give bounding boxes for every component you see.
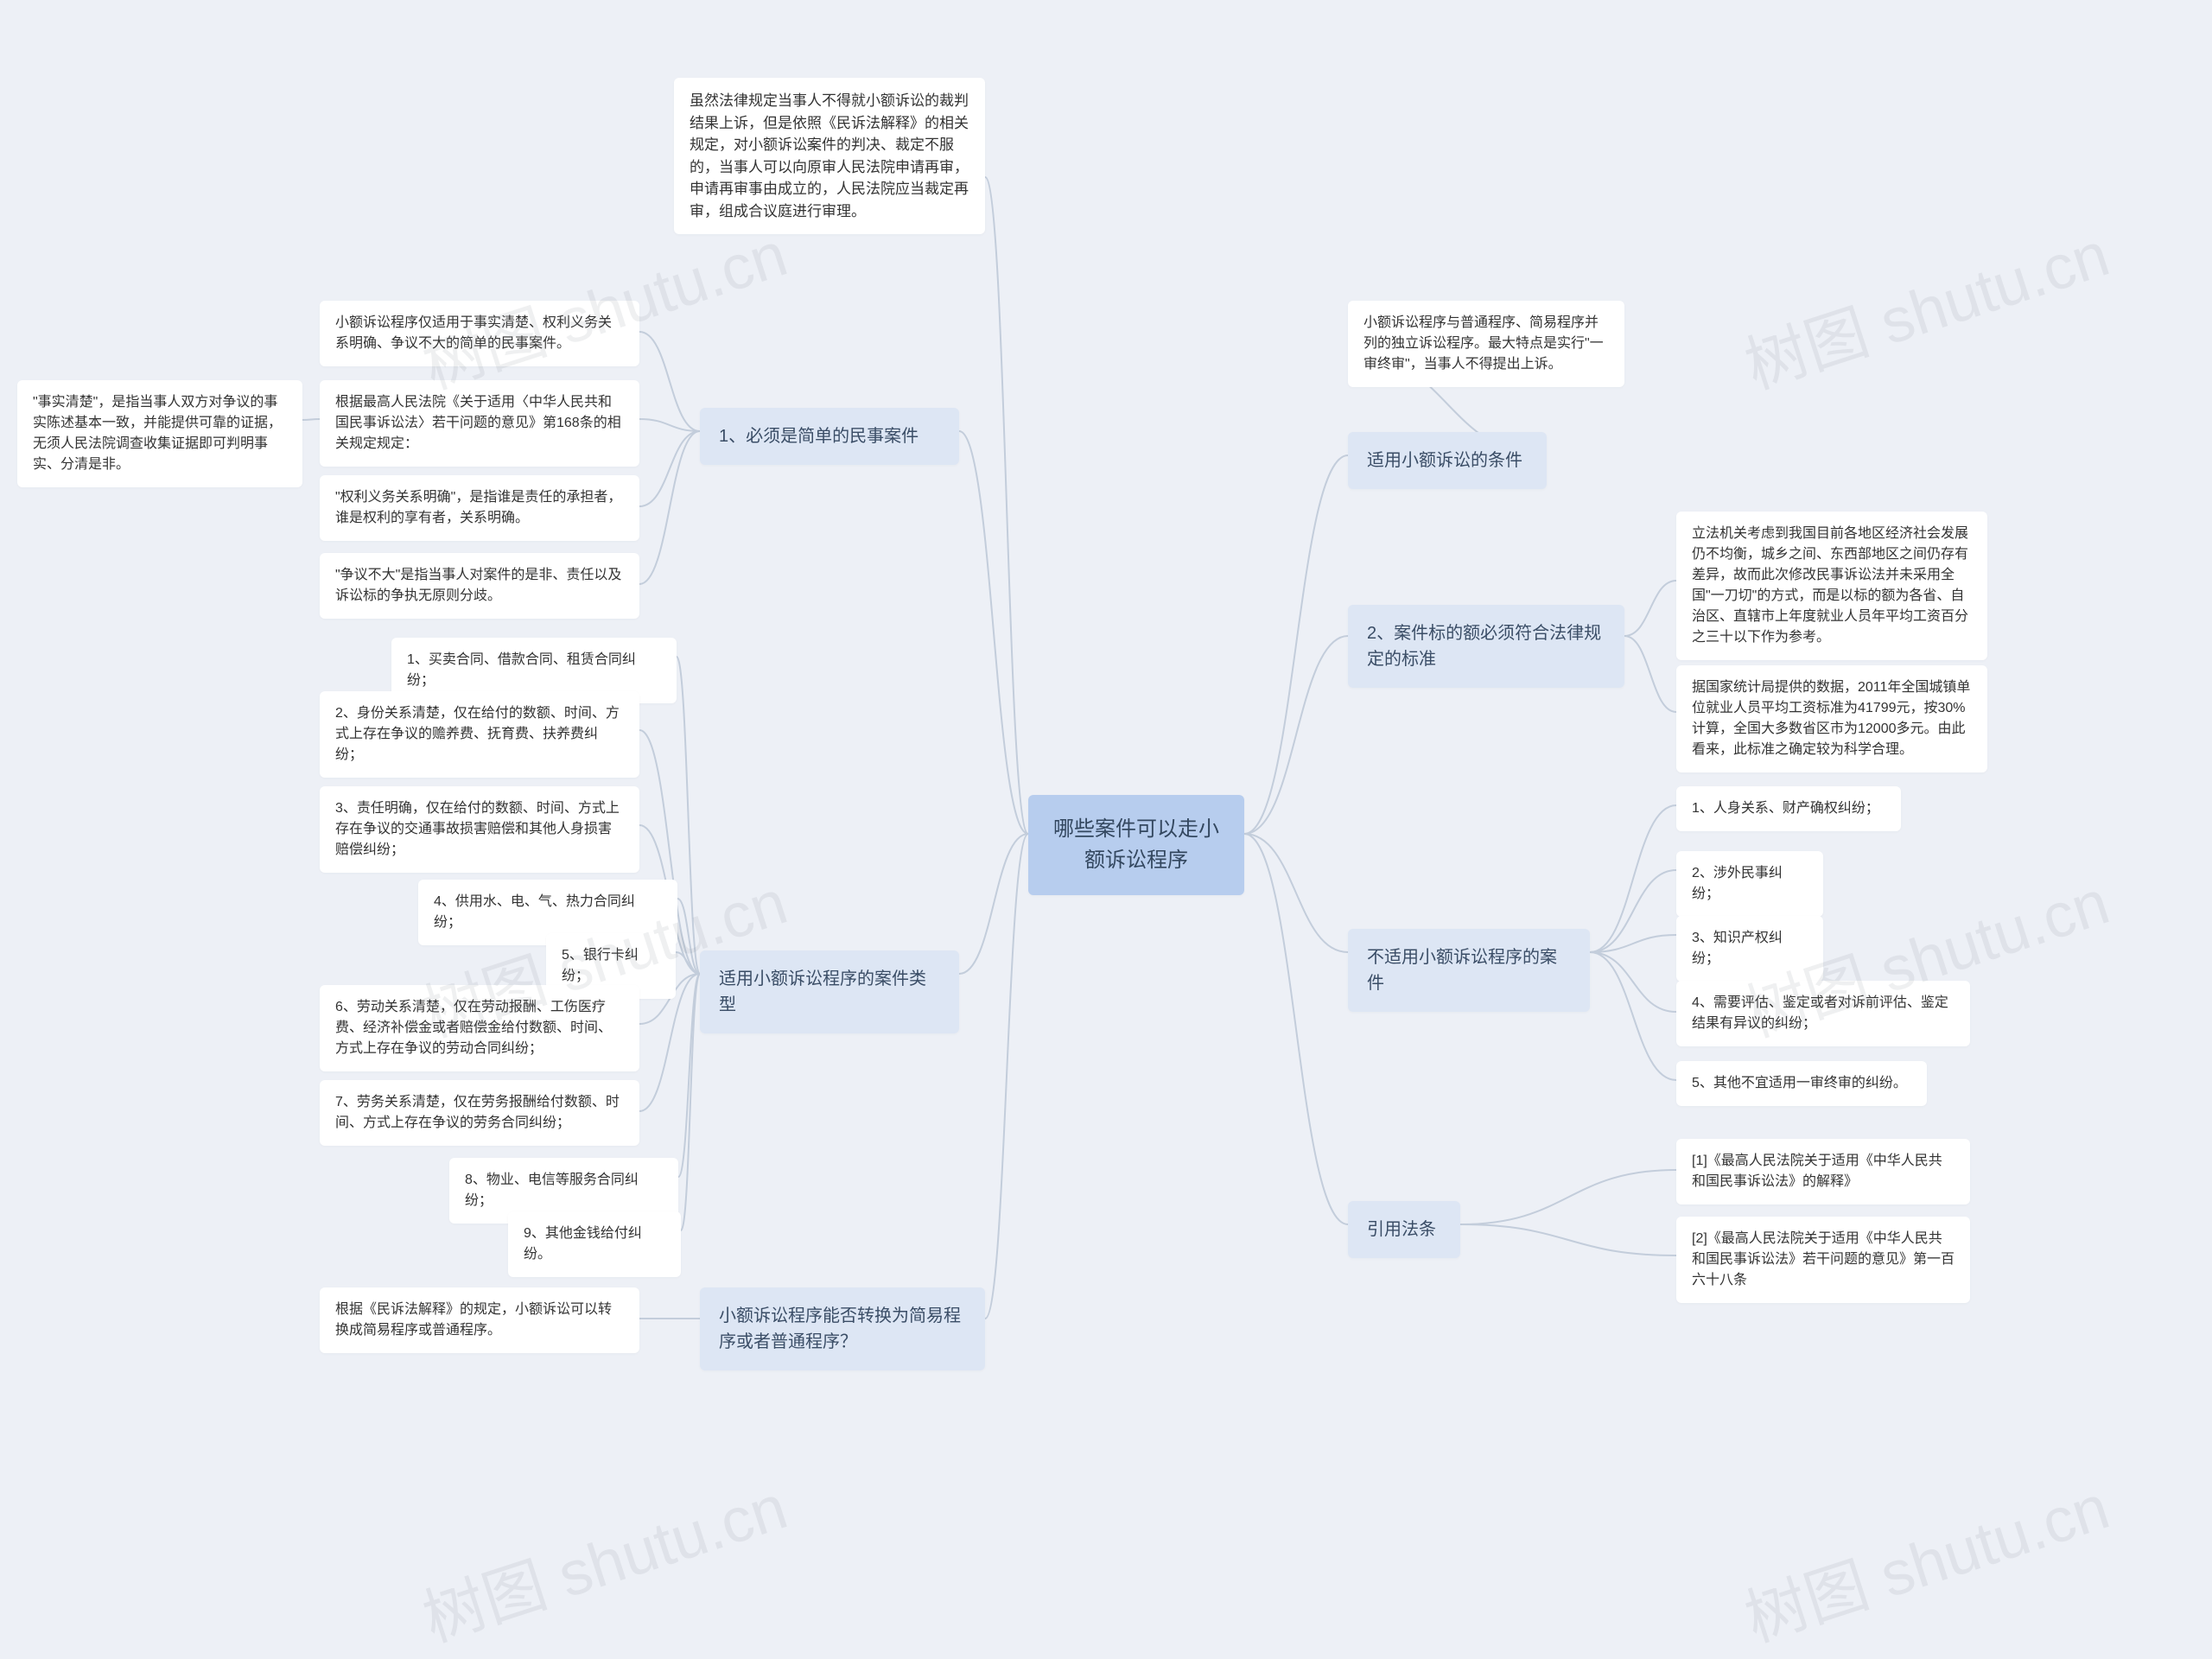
right-leaf-2-2: 3、知识产权纠纷； bbox=[1676, 916, 1823, 982]
right-leaf-3-0: [1]《最高人民法院关于适用《中华人民共和国民事诉讼法》的解释》 bbox=[1676, 1139, 1970, 1205]
left-leaf-1-0: 小额诉讼程序仅适用于事实清楚、权利义务关系明确、争议不大的简单的民事案件。 bbox=[320, 301, 639, 366]
left-leaf-2-6: 7、劳务关系清楚，仅在劳务报酬给付数额、时间、方式上存在争议的劳务合同纠纷； bbox=[320, 1080, 639, 1146]
right-leaf-3-1: [2]《最高人民法院关于适用《中华人民共和国民事诉讼法》若干问题的意见》第一百六… bbox=[1676, 1217, 1970, 1303]
right-leaf-2-4: 5、其他不宜适用一审终审的纠纷。 bbox=[1676, 1061, 1927, 1106]
left-leaf-2-5: 6、劳动关系清楚，仅在劳动报酬、工伤医疗费、经济补偿金或者赔偿金给付数额、时间、… bbox=[320, 985, 639, 1071]
left-leaf-1-3: "争议不大"是指当事人对案件的是非、责任以及诉讼标的争执无原则分歧。 bbox=[320, 553, 639, 619]
left-leaf-1-1-0: "事实清楚"，是指当事人双方对争议的事实陈述基本一致，并能提供可靠的证据，无须人… bbox=[17, 380, 302, 487]
right-leaf-2-0: 1、人身关系、财产确权纠纷； bbox=[1676, 786, 1901, 831]
right-leaf-2-1: 2、涉外民事纠纷； bbox=[1676, 851, 1823, 917]
left-branch-2: 适用小额诉讼程序的案件类型 bbox=[700, 950, 959, 1033]
right-leaf-1-0: 立法机关考虑到我国目前各地区经济社会发展仍不均衡，城乡之间、东西部地区之间仍存有… bbox=[1676, 512, 1987, 660]
center-node: 哪些案件可以走小额诉讼程序 bbox=[1028, 795, 1244, 895]
left-branch-1: 1、必须是简单的民事案件 bbox=[700, 408, 959, 465]
right-leaf-1-1: 据国家统计局提供的数据，2011年全国城镇单位就业人员平均工资标准为41799元… bbox=[1676, 665, 1987, 772]
right-branch-1: 2、案件标的额必须符合法律规定的标准 bbox=[1348, 605, 1624, 688]
right-branch-2: 不适用小额诉讼程序的案件 bbox=[1348, 929, 1590, 1012]
watermark-5: 树图 shutu.cn bbox=[1732, 1456, 2118, 1659]
watermark-4: 树图 shutu.cn bbox=[410, 1456, 796, 1659]
watermark-1: 树图 shutu.cn bbox=[1732, 203, 2118, 406]
left-leaf-1-2: "权利义务关系明确"，是指谁是责任的承担者，谁是权利的享有者，关系明确。 bbox=[320, 475, 639, 541]
left-leaf-3-0: 根据《民诉法解释》的规定，小额诉讼可以转换成简易程序或普通程序。 bbox=[320, 1287, 639, 1353]
right-branch-3: 引用法条 bbox=[1348, 1201, 1460, 1258]
right-leaf-0-0: 小额诉讼程序与普通程序、简易程序并列的独立诉讼程序。最大特点是实行"一审终审"，… bbox=[1348, 301, 1624, 387]
left-leaf-1-1: 根据最高人民法院《关于适用〈中华人民共和国民事诉讼法〉若干问题的意见》第168条… bbox=[320, 380, 639, 467]
left-leaf-2-1: 2、身份关系清楚，仅在给付的数额、时间、方式上存在争议的赡养费、抚育费、扶养费纠… bbox=[320, 691, 639, 778]
left-leaf-2-2: 3、责任明确，仅在给付的数额、时间、方式上存在争议的交通事故损害赔偿和其他人身损… bbox=[320, 786, 639, 873]
left-branch-0: 虽然法律规定当事人不得就小额诉讼的裁判结果上诉，但是依照《民诉法解释》的相关规定… bbox=[674, 78, 985, 234]
right-branch-0: 适用小额诉讼的条件 bbox=[1348, 432, 1547, 489]
left-branch-3: 小额诉讼程序能否转换为简易程序或者普通程序？ bbox=[700, 1287, 985, 1370]
right-leaf-2-3: 4、需要评估、鉴定或者对诉前评估、鉴定结果有异议的纠纷； bbox=[1676, 981, 1970, 1046]
left-leaf-2-8: 9、其他金钱给付纠纷。 bbox=[508, 1211, 681, 1277]
